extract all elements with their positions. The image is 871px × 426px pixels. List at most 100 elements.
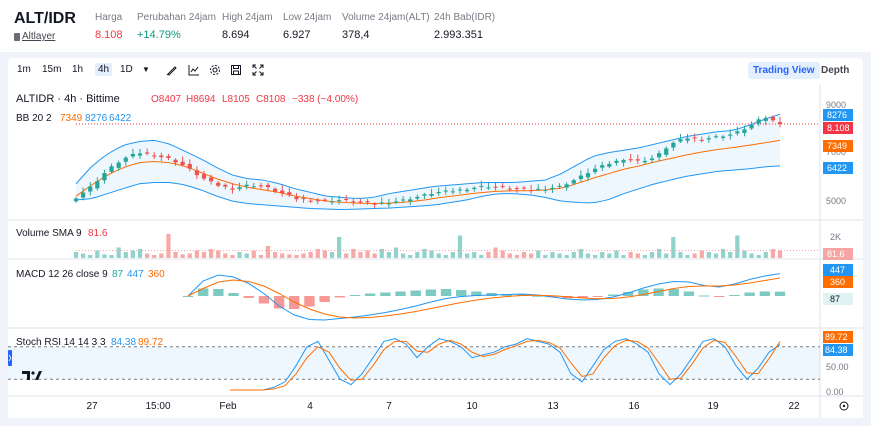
candle-body <box>88 186 93 192</box>
candle-body <box>95 181 100 189</box>
candle-body <box>649 158 655 161</box>
candle-body <box>308 200 313 202</box>
timeframe-15m[interactable]: 15m <box>42 64 62 75</box>
candle-body <box>600 165 605 168</box>
ohlc-open: O8407 <box>151 94 181 105</box>
fullscreen-icon[interactable] <box>252 64 264 76</box>
volume-bar <box>386 252 392 258</box>
volume-bar <box>130 250 136 258</box>
timeframe-1d[interactable]: 1D <box>120 64 133 75</box>
candle-body <box>80 192 86 198</box>
candle-body <box>635 159 640 161</box>
volume-bar <box>73 252 79 258</box>
stoch-d-badge <box>823 331 853 343</box>
goto-realtime-icon[interactable] <box>8 350 12 366</box>
time-tick-label: 4 <box>307 401 313 412</box>
volume-bar <box>109 255 114 258</box>
bb-label: BB 20 2 <box>16 113 52 124</box>
stat-label: Harga <box>95 12 123 23</box>
macd-hist-bar <box>759 291 771 296</box>
trading-view-tab[interactable]: Trading View <box>748 62 820 79</box>
macd-badge-text: 447 <box>830 265 845 275</box>
stoch-tick-label: 50.00 <box>826 362 849 372</box>
time-tick-label: 13 <box>547 401 559 412</box>
volume-bar <box>656 249 662 258</box>
macd-hist-bar <box>683 291 695 296</box>
volume-bar <box>123 252 128 258</box>
bb-basis-badge <box>823 140 853 152</box>
stat-label: Low 24jam <box>283 12 332 23</box>
candle-body <box>159 155 164 158</box>
macd-hist-bar <box>698 295 710 297</box>
macd-hist-bar <box>213 289 224 296</box>
macd-hist-bar <box>714 296 725 297</box>
macd-hist-bar <box>638 289 649 296</box>
candle-body <box>664 148 669 155</box>
hist-badge <box>823 293 853 305</box>
depth-tab[interactable]: Depth <box>821 65 850 76</box>
volume-bar <box>493 247 498 258</box>
volume-bar <box>742 250 747 258</box>
volume-bar <box>244 253 249 258</box>
volume-bar <box>180 254 185 258</box>
candle-body <box>728 134 733 136</box>
price-chart[interactable]: 27 15:00 Feb 4 7 10 13 16 19 22 ALTIDR · 4h · Bit… <box>8 84 863 418</box>
timeframe-1m[interactable]: 1m <box>17 64 31 75</box>
volume-bar <box>720 249 726 258</box>
bb-upper-value: 8276 <box>85 113 108 124</box>
candle-body <box>223 184 228 187</box>
candle-body <box>336 200 342 202</box>
macd-hist-bar <box>410 290 421 296</box>
volume-bar <box>472 252 477 258</box>
candle-body <box>152 155 157 157</box>
volume-bar <box>777 250 783 258</box>
volume-bar <box>564 255 569 258</box>
auto-scale-icon[interactable] <box>839 401 849 411</box>
macd-hist-bar <box>607 294 619 296</box>
ohlc-high: H8694 <box>186 94 216 105</box>
indicator-icon[interactable] <box>188 64 200 76</box>
volume-bar <box>408 255 413 258</box>
draw-icon[interactable] <box>166 64 178 76</box>
ohlc-change: −338 (−4.00%) <box>292 94 358 105</box>
candle-body <box>187 163 192 169</box>
volume-bar <box>706 252 712 258</box>
candle-body <box>322 199 328 201</box>
volume-bar <box>507 253 512 258</box>
volume-bar <box>678 252 683 258</box>
bb-lower-badge-text: 6422 <box>827 163 847 173</box>
volume-bar <box>422 249 427 258</box>
volume-bar <box>692 253 697 258</box>
time-tick-label: 10 <box>466 401 478 412</box>
token-name-link[interactable]: Altlayer <box>22 31 56 42</box>
macd-hist-bar <box>471 291 482 296</box>
last-price-badge <box>823 122 853 134</box>
stat-value: +14.79% <box>137 29 181 41</box>
volume-bar <box>301 253 306 258</box>
timeframe-1h[interactable]: 1h <box>72 64 84 75</box>
candle-body <box>706 138 712 140</box>
volume-bar <box>500 250 505 258</box>
volume-bar <box>486 252 491 258</box>
chart-area[interactable]: 27 15:00 Feb 4 7 10 13 16 19 22 ALTIDR · 4h · Bit… <box>8 84 863 418</box>
candle-body <box>351 201 356 203</box>
candle-body <box>472 187 477 189</box>
volume-bar <box>315 249 320 258</box>
volume-bar <box>102 254 107 258</box>
timeframe-4h[interactable]: 4h <box>95 63 113 76</box>
save-icon[interactable] <box>230 64 242 76</box>
candle-body <box>251 186 256 188</box>
volume-label: Volume SMA 9 <box>16 228 82 239</box>
candle-body <box>457 189 463 191</box>
macd-hist-bar <box>304 296 315 307</box>
last-price-badge-text: 8.108 <box>827 123 850 133</box>
macd-hist-bar <box>744 292 755 296</box>
chevron-down-icon[interactable]: ▼ <box>142 65 150 74</box>
settings-icon[interactable] <box>209 64 221 76</box>
candle-body <box>166 156 171 158</box>
macd-signal-line <box>187 277 781 319</box>
bb-basis-line <box>75 139 781 205</box>
candle-body <box>720 136 726 138</box>
candle-body <box>429 194 434 196</box>
candle-body <box>280 190 285 194</box>
